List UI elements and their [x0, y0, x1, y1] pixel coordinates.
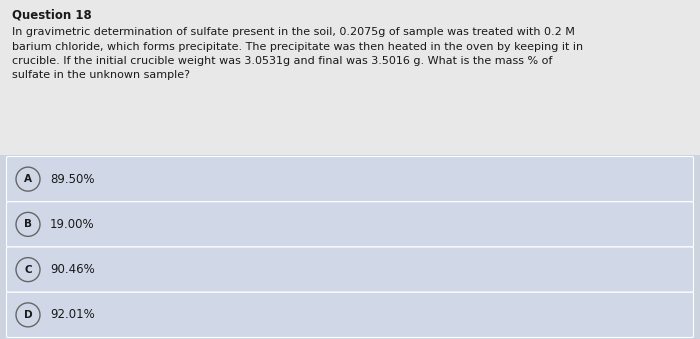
Circle shape [16, 303, 40, 327]
Text: C: C [25, 265, 32, 275]
Text: 90.46%: 90.46% [50, 263, 94, 276]
Text: barium chloride, which forms precipitate. The precipitate was then heated in the: barium chloride, which forms precipitate… [12, 41, 583, 52]
Text: In gravimetric determination of sulfate present in the soil, 0.2075g of sample w: In gravimetric determination of sulfate … [12, 27, 575, 37]
Text: 92.01%: 92.01% [50, 308, 94, 321]
FancyBboxPatch shape [6, 247, 694, 292]
FancyBboxPatch shape [6, 202, 694, 247]
FancyBboxPatch shape [6, 157, 694, 202]
Text: Question 18: Question 18 [12, 9, 92, 22]
Circle shape [16, 258, 40, 282]
Text: 19.00%: 19.00% [50, 218, 94, 231]
Text: B: B [24, 219, 32, 230]
Circle shape [16, 212, 40, 236]
Text: crucible. If the initial crucible weight was 3.0531g and final was 3.5016 g. Wha: crucible. If the initial crucible weight… [12, 56, 552, 66]
Text: D: D [24, 310, 32, 320]
Circle shape [16, 167, 40, 191]
FancyBboxPatch shape [6, 292, 694, 338]
FancyBboxPatch shape [0, 0, 700, 155]
FancyBboxPatch shape [0, 155, 700, 339]
Text: sulfate in the unknown sample?: sulfate in the unknown sample? [12, 71, 190, 80]
Text: 89.50%: 89.50% [50, 173, 94, 186]
Text: A: A [24, 174, 32, 184]
